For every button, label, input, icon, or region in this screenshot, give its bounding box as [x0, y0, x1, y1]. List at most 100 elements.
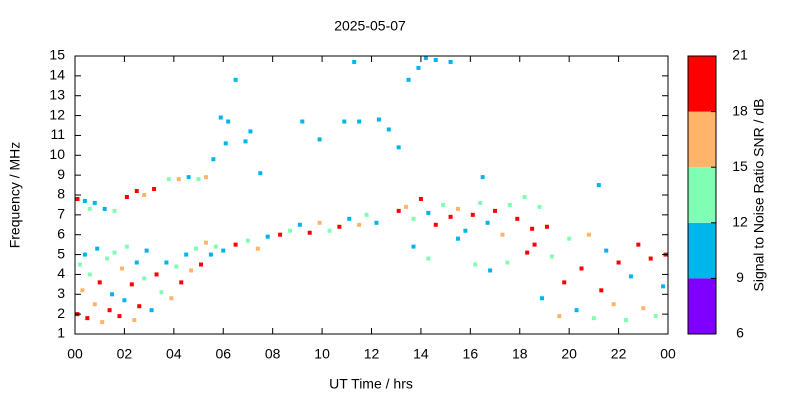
- data-point: [448, 214, 453, 219]
- data-point: [117, 314, 122, 319]
- data-point: [105, 256, 110, 261]
- data-point: [327, 228, 332, 233]
- data-point: [357, 222, 362, 227]
- data-point: [297, 222, 302, 227]
- data-point: [463, 228, 468, 233]
- data-point: [352, 59, 357, 64]
- data-point: [522, 194, 527, 199]
- data-point: [574, 308, 579, 313]
- data-point: [203, 240, 208, 245]
- data-point: [426, 210, 431, 215]
- data-point: [653, 314, 658, 319]
- data-point: [416, 65, 421, 70]
- data-point: [92, 302, 97, 307]
- colorbar-label: Signal to Noise Ratio SNR / dB: [751, 99, 767, 292]
- data-point: [337, 224, 342, 229]
- data-point: [166, 177, 171, 182]
- y-tick-label: 4: [57, 265, 65, 281]
- data-point: [218, 115, 223, 120]
- data-point: [142, 193, 147, 197]
- x-tick-label: 18: [512, 346, 528, 362]
- data-point: [470, 212, 475, 217]
- y-tick-label: 8: [57, 186, 65, 202]
- data-point: [567, 236, 572, 241]
- data-point: [164, 260, 169, 265]
- colorbar-tick-label: 12: [732, 214, 748, 230]
- data-point: [137, 304, 142, 309]
- data-point: [258, 171, 263, 176]
- data-point: [544, 224, 549, 229]
- data-point: [480, 175, 485, 180]
- data-point: [616, 260, 621, 265]
- data-point: [661, 284, 666, 289]
- data-point: [455, 206, 460, 211]
- data-point: [119, 266, 124, 271]
- y-tick-label: 6: [57, 225, 65, 241]
- data-point: [317, 137, 322, 142]
- data-point: [426, 256, 431, 261]
- data-point: [189, 268, 194, 273]
- data-point: [174, 264, 179, 269]
- data-point: [100, 320, 105, 325]
- y-tick-label: 1: [57, 325, 65, 341]
- colorbar-tick-label: 21: [732, 47, 748, 63]
- data-point: [107, 308, 112, 313]
- data-point: [77, 262, 82, 267]
- data-point: [85, 316, 90, 321]
- data-point: [92, 200, 97, 205]
- y-tick-label: 11: [50, 126, 65, 142]
- data-point: [243, 139, 248, 144]
- data-point: [112, 250, 117, 255]
- data-point: [537, 204, 542, 209]
- x-tick-label: 22: [611, 346, 627, 362]
- y-tick-label: 5: [57, 245, 65, 261]
- data-point: [122, 298, 127, 303]
- data-point: [591, 316, 596, 321]
- data-point: [95, 246, 100, 251]
- data-point: [233, 242, 238, 247]
- y-tick-label: 15: [49, 47, 65, 63]
- data-point: [411, 216, 416, 221]
- colorbar-segment: [688, 167, 716, 223]
- y-tick-label: 3: [57, 285, 65, 301]
- data-point: [176, 177, 181, 182]
- data-point: [562, 280, 567, 285]
- x-axis-label: UT Time / hrs: [329, 376, 413, 392]
- y-tick-label: 9: [57, 166, 65, 182]
- data-point: [159, 290, 164, 295]
- data-point: [75, 196, 80, 201]
- data-point: [110, 292, 115, 297]
- data-point: [179, 280, 184, 285]
- data-point: [87, 272, 92, 277]
- data-point: [307, 230, 312, 235]
- x-tick-label: 04: [166, 346, 182, 362]
- x-tick-label: 20: [561, 346, 577, 362]
- data-point: [102, 206, 107, 211]
- y-axis-label: Frequency / MHz: [7, 142, 23, 249]
- data-point: [265, 234, 270, 239]
- data-point: [169, 296, 174, 301]
- data-point: [557, 314, 562, 319]
- data-point: [364, 212, 369, 217]
- y-tick-label: 10: [49, 146, 65, 162]
- data-point: [154, 272, 159, 277]
- data-point: [433, 57, 438, 62]
- data-point: [80, 288, 85, 293]
- data-point: [357, 119, 362, 124]
- data-point: [423, 55, 428, 60]
- data-point: [245, 238, 250, 243]
- y-tick-label: 14: [49, 67, 65, 83]
- x-tick-label: 14: [413, 346, 429, 362]
- data-point: [611, 302, 616, 307]
- plot-frame: [74, 55, 669, 335]
- data-point: [604, 248, 609, 253]
- colorbar-tick-label: 9: [736, 269, 744, 285]
- data-point: [500, 232, 505, 237]
- data-point: [374, 220, 379, 225]
- data-point: [493, 208, 498, 213]
- data-point: [300, 119, 305, 124]
- data-point: [129, 282, 134, 287]
- data-point: [112, 208, 117, 213]
- data-point: [211, 157, 216, 162]
- data-point: [525, 250, 530, 255]
